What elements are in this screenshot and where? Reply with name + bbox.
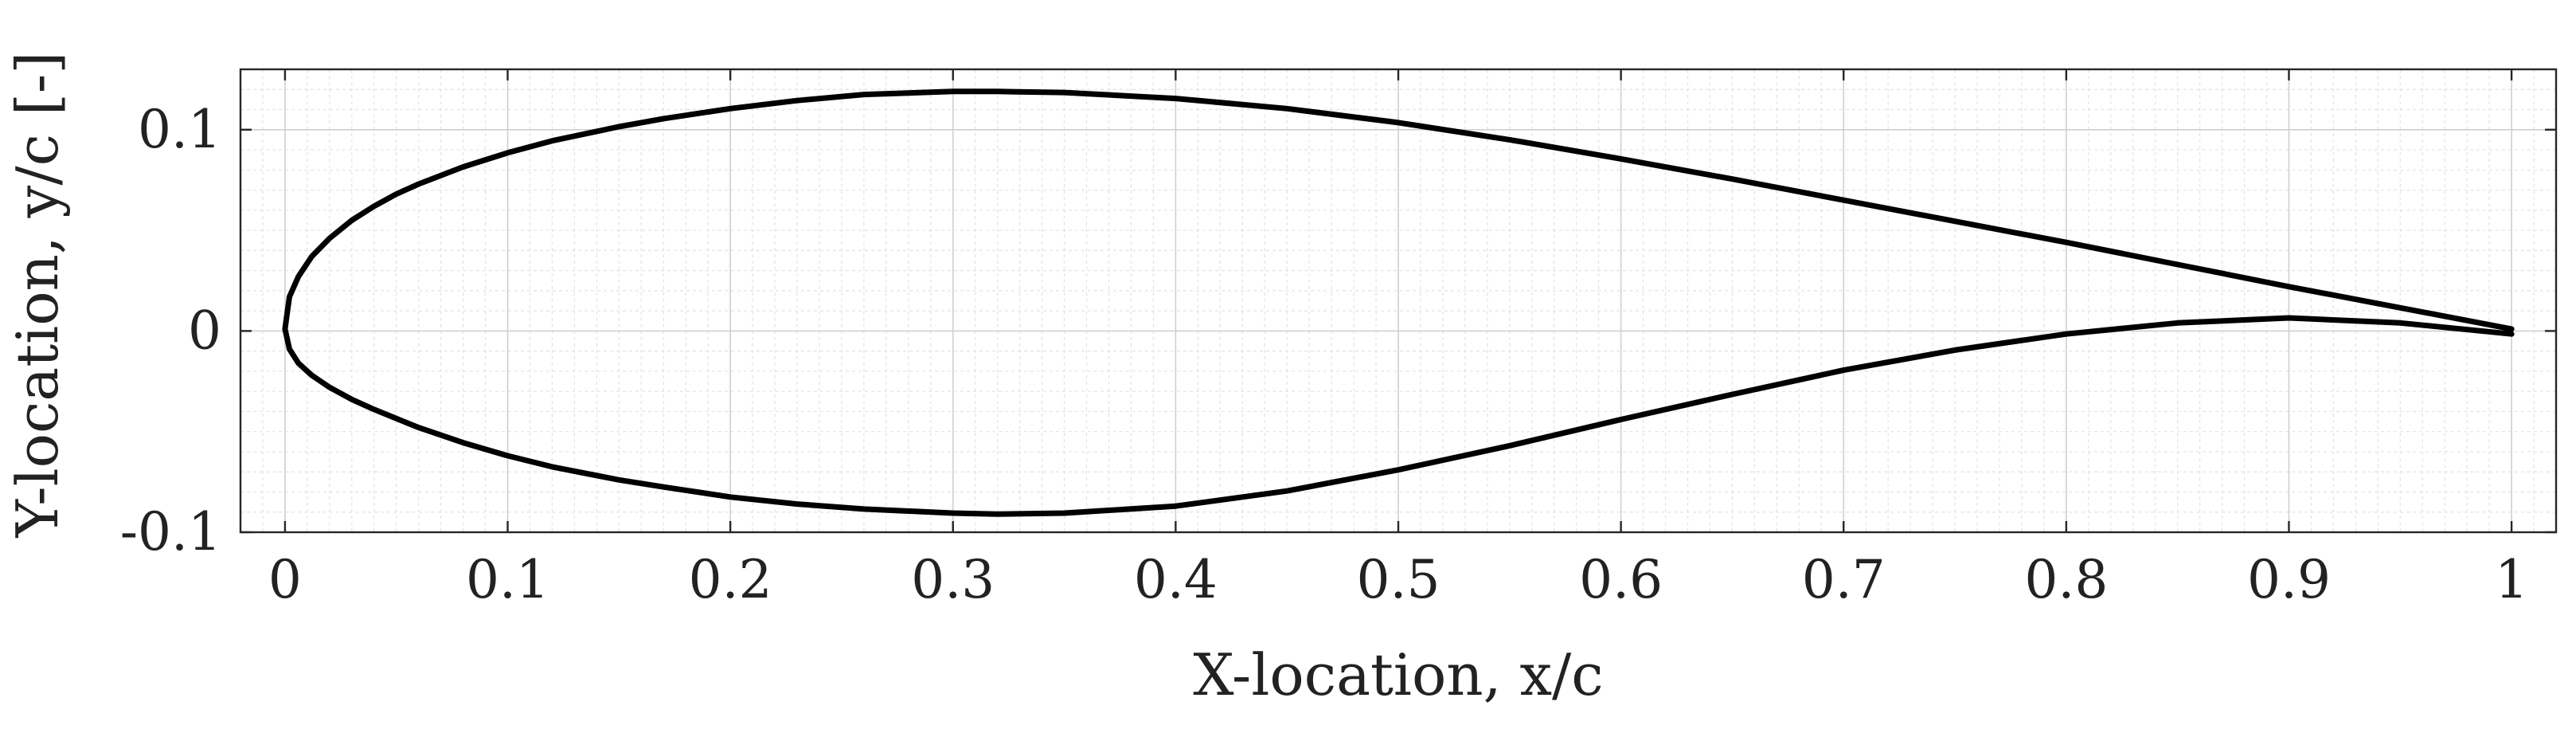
series-layer: [282, 88, 2515, 517]
x-tick-label: 0: [268, 549, 302, 610]
x-tick-label: 0.3: [911, 549, 995, 610]
tick-labels: 0 0.1 0.2 0.3 0.4 0.5 0.6 0.7 0.8 0.9 1 -0.1 0 0.1: [120, 99, 2528, 610]
x-tick-label: 0.9: [2247, 549, 2331, 610]
y-tick-label: 0: [188, 300, 221, 361]
x-tick-label: 0.8: [2024, 549, 2108, 610]
x-tick-label: 0.6: [1579, 549, 1663, 610]
x-tick-label: 0.7: [1802, 549, 1886, 610]
airfoil-profile-line: [282, 88, 2515, 517]
y-tick-label: -0.1: [120, 501, 221, 563]
x-tick-label: 0.4: [1134, 549, 1218, 610]
y-axis-label: Y-location, y/c [-]: [4, 52, 71, 539]
x-tick-label: 0.1: [466, 549, 549, 610]
y-tick-label: 0.1: [138, 99, 221, 160]
x-axis-label: X-location, x/c: [1193, 641, 1603, 708]
plot-frame: [239, 68, 2558, 534]
x-tick-label: 0.5: [1357, 549, 1440, 610]
x-tick-label: 0.2: [689, 549, 772, 610]
x-tick-label: 1: [2495, 549, 2528, 610]
